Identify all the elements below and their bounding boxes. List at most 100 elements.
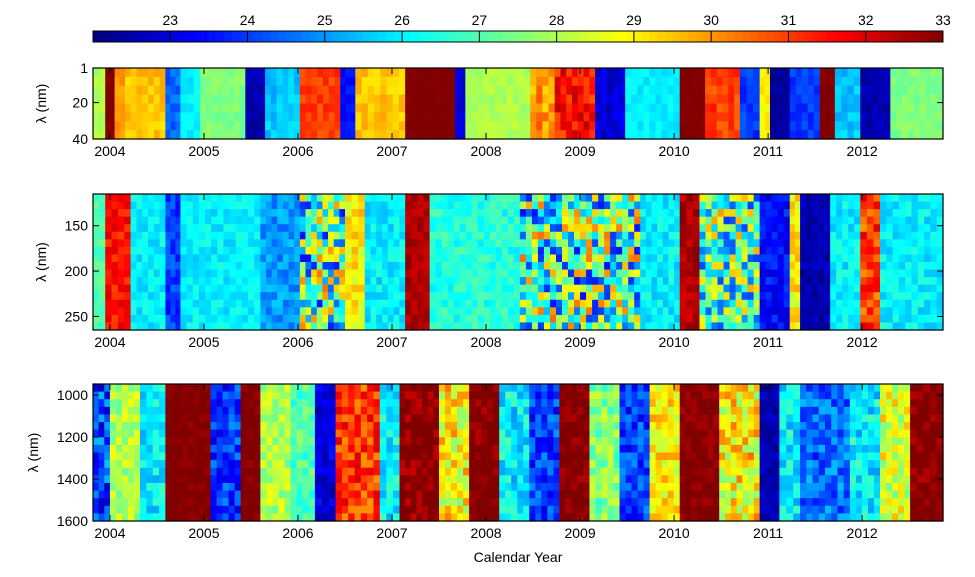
heatmap-cell <box>913 94 921 105</box>
heatmap-cell <box>344 292 353 301</box>
heatmap-cell <box>175 112 182 122</box>
heatmap-cell <box>105 103 111 113</box>
heatmap-cell <box>692 239 701 248</box>
heatmap-cell <box>364 284 372 293</box>
heatmap-cell <box>187 505 195 514</box>
heatmap-cell <box>741 239 749 248</box>
heatmap-cell <box>270 121 278 131</box>
heatmap-cell <box>266 292 273 301</box>
heatmap-cell <box>568 284 575 293</box>
heatmap-cell <box>495 201 503 210</box>
heatmap-cell <box>379 422 387 431</box>
heatmap-cell <box>152 490 160 499</box>
heatmap-cell <box>410 482 418 492</box>
heatmap-cell <box>506 121 514 131</box>
heatmap-cell <box>247 444 255 454</box>
heatmap-cell <box>549 299 557 308</box>
heatmap-cell <box>311 85 318 96</box>
heatmap-cell <box>152 498 160 507</box>
heatmap-cell <box>182 460 189 469</box>
heatmap-cell <box>314 384 323 393</box>
heatmap-cell <box>176 399 183 408</box>
heatmap-cell <box>370 254 377 263</box>
heatmap-cell <box>410 399 418 408</box>
heatmap-cell <box>266 444 274 454</box>
heatmap-cell <box>348 498 356 507</box>
heatmap-cell <box>911 292 919 301</box>
heatmap-cell <box>186 262 194 271</box>
heatmap-cell <box>314 475 323 484</box>
colorbar-swatch <box>664 31 674 42</box>
heatmap-cell <box>210 452 218 461</box>
heatmap-cell <box>187 85 195 96</box>
heatmap-cell <box>919 112 927 122</box>
heatmap-cell <box>305 307 312 316</box>
heatmap-cell <box>111 292 119 301</box>
heatmap-cell <box>806 194 813 203</box>
heatmap-cell <box>405 444 412 454</box>
heatmap-cell <box>278 444 286 454</box>
heatmap-cell <box>657 224 664 233</box>
heatmap-cell <box>692 246 701 256</box>
heatmap-cell <box>351 239 359 248</box>
heatmap-cell <box>806 216 813 225</box>
heatmap-cell <box>836 216 843 225</box>
heatmap-cell <box>936 307 944 316</box>
heatmap-cell <box>628 201 635 210</box>
heatmap-cell <box>398 76 406 87</box>
colorbar-swatch <box>502 31 511 42</box>
heatmap-cell <box>753 254 761 263</box>
heatmap-cell <box>302 422 310 431</box>
heatmap-cell <box>321 414 330 423</box>
heatmap-cell <box>165 422 172 431</box>
heatmap-cell <box>729 254 737 263</box>
heatmap-cell <box>111 254 119 263</box>
heatmap-cell <box>807 85 815 96</box>
heatmap-cell <box>186 201 194 210</box>
heatmap-cell <box>842 314 849 324</box>
heatmap-cell <box>175 201 182 210</box>
heatmap-cell <box>453 307 461 316</box>
heatmap-cell <box>931 121 938 131</box>
colorbar-swatch <box>896 31 905 42</box>
heatmap-cell <box>364 307 372 316</box>
heatmap-cell <box>192 216 200 225</box>
heatmap-cell <box>393 194 400 203</box>
heatmap-cell <box>592 254 599 263</box>
heatmap-cell <box>423 94 431 105</box>
heatmap-cell <box>471 299 479 308</box>
heatmap-cell <box>251 85 260 96</box>
heatmap-cell <box>555 262 563 271</box>
heatmap-cell <box>592 262 599 271</box>
colorbar-swatch <box>935 31 944 42</box>
heatmap-cell <box>193 384 200 393</box>
heatmap-cell <box>427 391 434 400</box>
heatmap-cell <box>435 194 443 203</box>
heatmap-cell <box>598 307 605 316</box>
heatmap-cell <box>562 284 569 293</box>
heatmap-cell <box>723 254 731 263</box>
heatmap-cell <box>354 444 362 454</box>
heatmap-cell <box>807 68 815 78</box>
colorbar-swatch <box>193 31 202 42</box>
heatmap-cell <box>716 76 724 87</box>
heatmap-cell <box>119 130 126 140</box>
heatmap-cell <box>229 277 237 286</box>
heatmap-cell <box>328 262 335 271</box>
heatmap-cell <box>902 130 909 140</box>
heatmap-cell <box>848 314 855 324</box>
heatmap-cell <box>613 68 620 78</box>
heatmap-cell <box>322 85 330 96</box>
heatmap-cell <box>382 194 389 203</box>
heatmap-cell <box>171 467 178 476</box>
heatmap-cell <box>500 103 508 113</box>
heatmap-cell <box>692 254 701 263</box>
heatmap-cell <box>913 76 921 87</box>
heatmap-cell <box>625 112 632 122</box>
heatmap-cell <box>282 269 290 278</box>
heatmap-cell <box>898 224 906 233</box>
heatmap-cell <box>105 224 113 233</box>
heatmap-cell <box>175 254 182 263</box>
heatmap-cell <box>728 94 735 105</box>
heatmap-cell <box>445 406 452 416</box>
